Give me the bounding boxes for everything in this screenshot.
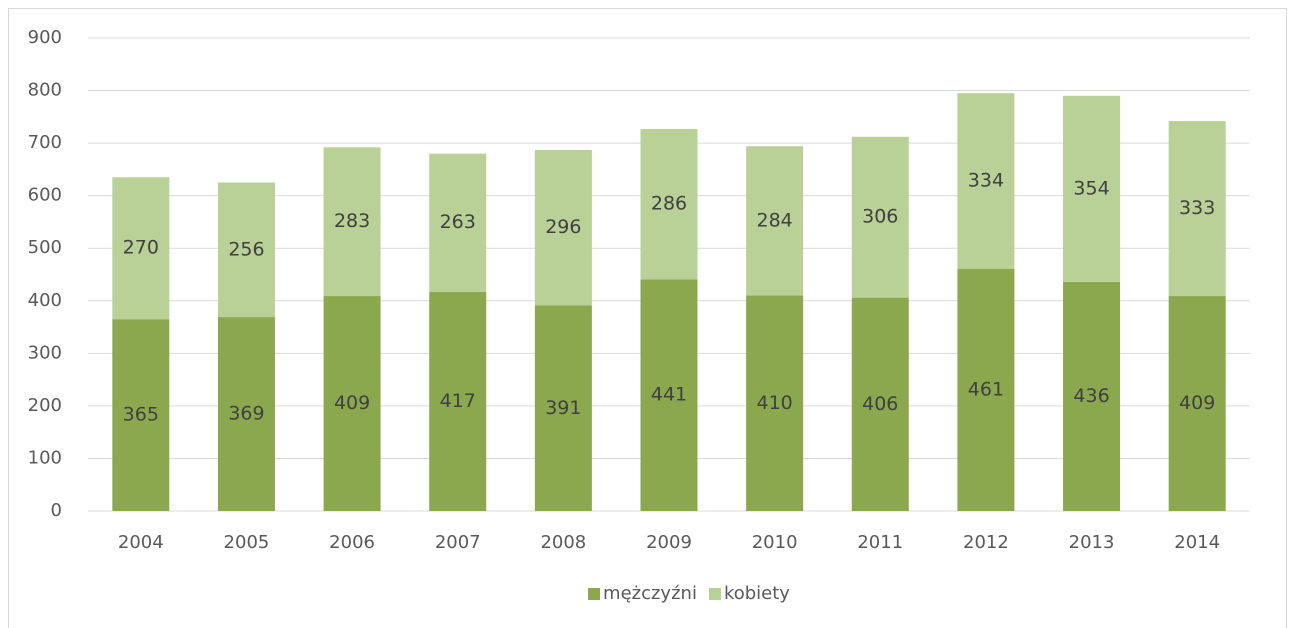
legend-swatch: [588, 588, 601, 600]
bar-segment: [217, 182, 275, 318]
bar-segment: [1063, 281, 1121, 511]
y-tick-label: 500: [28, 237, 62, 258]
bar-segment: [534, 305, 592, 511]
y-tick-label: 200: [28, 395, 62, 416]
bar-segment: [217, 317, 275, 511]
bar-segment: [957, 268, 1015, 511]
legend-swatch: [708, 588, 721, 600]
bar-segment: [957, 93, 1015, 269]
y-tick-label: 600: [28, 185, 62, 206]
x-tick-label: 2009: [646, 532, 692, 553]
data-label: 369: [228, 403, 264, 425]
bar-segment: [112, 319, 170, 511]
bar-segment: [429, 153, 487, 292]
x-tick-label: 2008: [540, 532, 586, 553]
data-label: 333: [1179, 197, 1215, 219]
bar-segment: [534, 149, 592, 306]
data-label: 354: [1073, 177, 1109, 199]
data-label: 270: [123, 237, 159, 259]
x-tick-label: 2013: [1069, 532, 1115, 553]
x-tick-label: 2011: [857, 532, 903, 553]
x-tick-label: 2005: [224, 532, 270, 553]
bar-segment: [112, 177, 170, 320]
data-label: 441: [651, 384, 687, 406]
legend-label: mężczyźni: [603, 583, 697, 604]
data-label: 409: [334, 392, 370, 414]
y-tick-label: 900: [28, 27, 62, 48]
x-tick-label: 2007: [435, 532, 481, 553]
x-tick-label: 2010: [752, 532, 798, 553]
bar-segment: [746, 295, 804, 511]
bar-segment: [851, 136, 909, 298]
bar-segment: [1168, 121, 1226, 297]
bar-segment: [851, 297, 909, 511]
bar-segment: [429, 291, 487, 511]
data-label: 256: [228, 238, 264, 260]
data-label: 283: [334, 210, 370, 232]
y-tick-label: 800: [28, 80, 62, 101]
legend-label: kobiety: [724, 583, 790, 604]
data-label: 334: [968, 169, 1004, 191]
bar-segment: [746, 146, 804, 296]
x-tick-label: 2012: [963, 532, 1009, 553]
data-label: 391: [545, 397, 581, 419]
bar-segment: [323, 147, 381, 297]
data-label: 436: [1073, 385, 1109, 407]
y-tick-label: 400: [28, 290, 62, 311]
x-tick-label: 2006: [329, 532, 375, 553]
data-label: 263: [440, 211, 476, 233]
bar-segment: [323, 296, 381, 511]
data-label: 296: [545, 216, 581, 238]
data-label: 284: [757, 209, 793, 231]
bar-segment: [640, 128, 698, 280]
bar-segment: [640, 279, 698, 511]
bar-segment: [1168, 296, 1226, 511]
data-label: 461: [968, 378, 1004, 400]
data-label: 306: [862, 206, 898, 228]
y-tick-label: 0: [51, 500, 62, 521]
data-label: 410: [757, 392, 793, 414]
bar-segment: [1063, 95, 1121, 282]
y-tick-label: 700: [28, 132, 62, 153]
x-tick-label: 2004: [118, 532, 164, 553]
data-label: 409: [1179, 392, 1215, 414]
x-tick-label: 2014: [1174, 532, 1220, 553]
data-label: 406: [862, 393, 898, 415]
data-label: 365: [123, 404, 159, 426]
data-label: 417: [440, 390, 476, 412]
data-label: 286: [651, 193, 687, 215]
y-tick-label: 100: [28, 447, 62, 468]
y-tick-label: 300: [28, 342, 62, 363]
